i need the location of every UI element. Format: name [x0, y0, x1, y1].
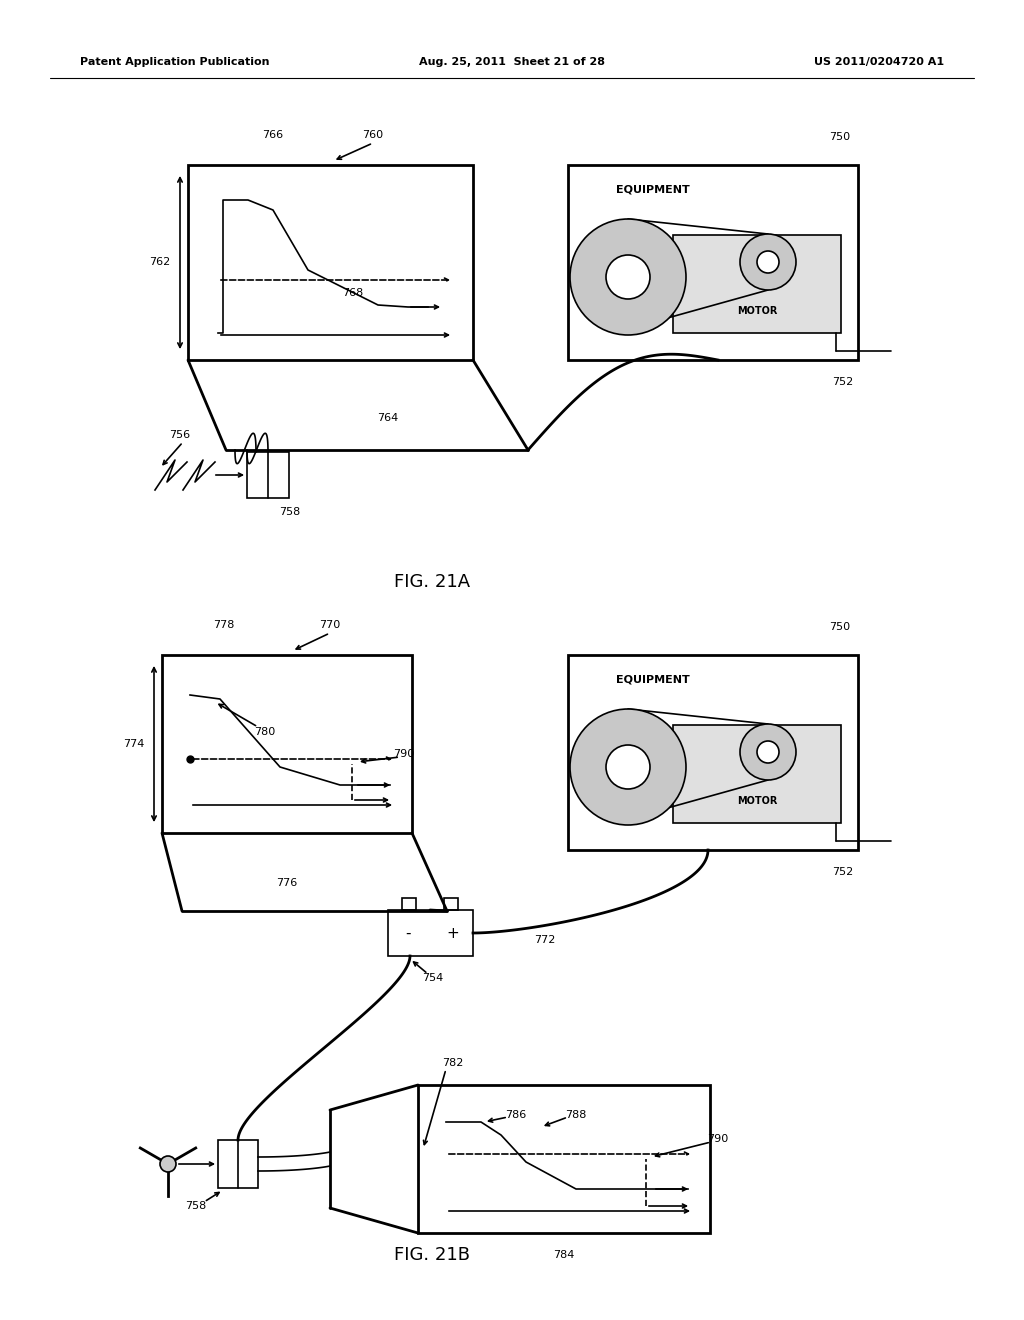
Text: MOTOR: MOTOR: [737, 306, 777, 315]
Bar: [402, 898, 416, 909]
Bar: [388, 909, 473, 956]
Text: 754: 754: [422, 973, 443, 983]
Circle shape: [606, 744, 650, 789]
Text: MOTOR: MOTOR: [737, 796, 777, 807]
Text: +: +: [446, 925, 460, 940]
Text: 782: 782: [442, 1059, 464, 1068]
Bar: [568, 165, 858, 360]
Bar: [673, 725, 841, 822]
Text: 752: 752: [833, 378, 854, 387]
Text: 756: 756: [169, 430, 190, 440]
Text: 772: 772: [535, 935, 556, 945]
Bar: [568, 655, 858, 850]
Text: 786: 786: [506, 1110, 526, 1119]
Text: 768: 768: [342, 288, 364, 298]
Text: EQUIPMENT: EQUIPMENT: [616, 185, 690, 195]
Text: FIG. 21B: FIG. 21B: [394, 1246, 470, 1265]
Text: Patent Application Publication: Patent Application Publication: [80, 57, 269, 67]
Text: 750: 750: [829, 132, 851, 143]
Text: -: -: [406, 925, 411, 940]
Circle shape: [570, 219, 686, 335]
Bar: [188, 165, 473, 360]
Text: 758: 758: [185, 1201, 207, 1210]
Bar: [673, 235, 841, 333]
Circle shape: [757, 251, 779, 273]
Text: 762: 762: [150, 257, 171, 267]
Text: 780: 780: [254, 727, 275, 737]
Text: 784: 784: [553, 1250, 574, 1261]
Text: 758: 758: [280, 507, 301, 517]
Text: 774: 774: [123, 739, 144, 748]
Bar: [247, 451, 289, 498]
Text: 788: 788: [565, 1110, 587, 1119]
Bar: [218, 1140, 258, 1188]
Text: 790: 790: [393, 748, 415, 759]
Text: Aug. 25, 2011  Sheet 21 of 28: Aug. 25, 2011 Sheet 21 of 28: [419, 57, 605, 67]
Bar: [162, 655, 412, 833]
Text: 766: 766: [262, 129, 284, 140]
Circle shape: [740, 723, 796, 780]
Text: 770: 770: [319, 620, 341, 630]
Text: FIG. 21A: FIG. 21A: [394, 573, 470, 591]
Bar: [418, 1085, 710, 1233]
Circle shape: [570, 709, 686, 825]
Circle shape: [740, 234, 796, 290]
Circle shape: [757, 741, 779, 763]
Circle shape: [160, 1156, 176, 1172]
Text: 764: 764: [378, 413, 398, 422]
Circle shape: [606, 255, 650, 300]
Text: 776: 776: [276, 878, 298, 888]
Text: 752: 752: [833, 867, 854, 876]
Text: 760: 760: [362, 129, 384, 140]
Text: US 2011/0204720 A1: US 2011/0204720 A1: [814, 57, 944, 67]
Bar: [444, 898, 458, 909]
Text: EQUIPMENT: EQUIPMENT: [616, 675, 690, 685]
Text: 790: 790: [708, 1134, 729, 1144]
Text: 750: 750: [829, 622, 851, 632]
Text: 778: 778: [213, 620, 234, 630]
